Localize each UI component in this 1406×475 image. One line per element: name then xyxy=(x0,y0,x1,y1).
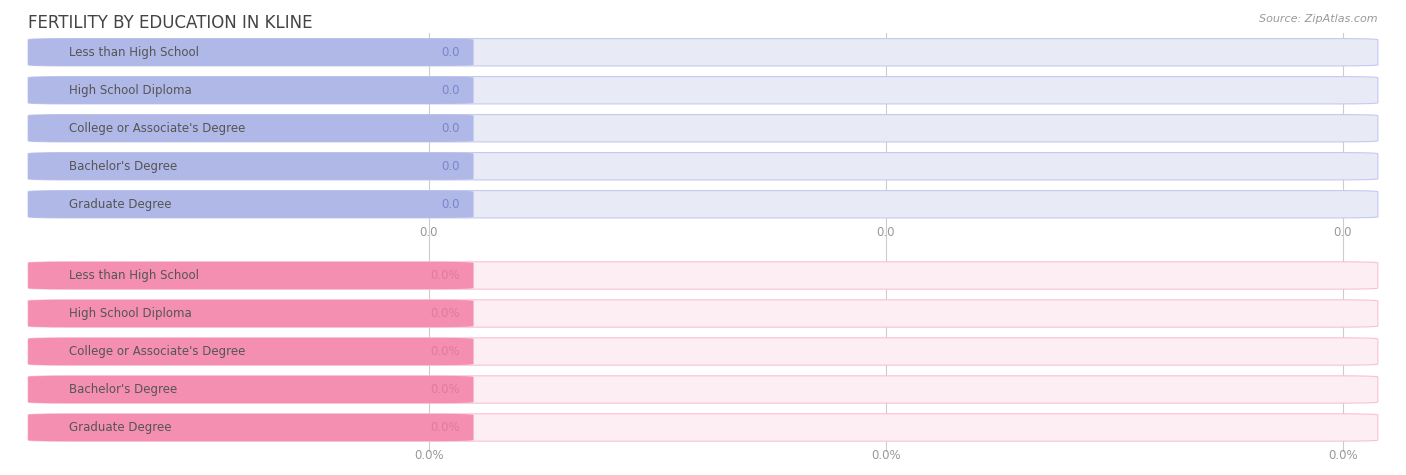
Text: Bachelor's Degree: Bachelor's Degree xyxy=(69,383,177,396)
FancyBboxPatch shape xyxy=(28,76,1378,104)
Text: Less than High School: Less than High School xyxy=(69,46,198,59)
Text: Less than High School: Less than High School xyxy=(69,269,198,282)
Text: 0.0: 0.0 xyxy=(441,160,460,173)
FancyBboxPatch shape xyxy=(28,38,474,66)
Text: 0.0%: 0.0% xyxy=(430,345,460,358)
FancyBboxPatch shape xyxy=(28,76,474,104)
Text: 0.0%: 0.0% xyxy=(430,269,460,282)
Text: High School Diploma: High School Diploma xyxy=(69,307,191,320)
Text: 0.0%: 0.0% xyxy=(430,307,460,320)
FancyBboxPatch shape xyxy=(28,190,1378,218)
FancyBboxPatch shape xyxy=(28,152,1378,180)
Text: Graduate Degree: Graduate Degree xyxy=(69,421,172,434)
Text: 0.0: 0.0 xyxy=(441,198,460,211)
Text: College or Associate's Degree: College or Associate's Degree xyxy=(69,122,245,135)
FancyBboxPatch shape xyxy=(28,114,474,142)
Text: 0.0: 0.0 xyxy=(1333,226,1353,238)
FancyBboxPatch shape xyxy=(28,262,1378,289)
Text: 0.0%: 0.0% xyxy=(430,421,460,434)
FancyBboxPatch shape xyxy=(28,262,474,289)
Text: 0.0%: 0.0% xyxy=(430,383,460,396)
Text: Source: ZipAtlas.com: Source: ZipAtlas.com xyxy=(1260,14,1378,24)
Text: 0.0: 0.0 xyxy=(876,226,896,238)
Text: 0.0%: 0.0% xyxy=(870,449,901,462)
Text: 0.0%: 0.0% xyxy=(1327,449,1358,462)
Text: 0.0%: 0.0% xyxy=(413,449,444,462)
Text: 0.0: 0.0 xyxy=(419,226,439,238)
FancyBboxPatch shape xyxy=(28,338,1378,365)
Text: Graduate Degree: Graduate Degree xyxy=(69,198,172,211)
FancyBboxPatch shape xyxy=(28,152,474,180)
FancyBboxPatch shape xyxy=(28,338,474,365)
Text: Bachelor's Degree: Bachelor's Degree xyxy=(69,160,177,173)
FancyBboxPatch shape xyxy=(28,38,1378,66)
FancyBboxPatch shape xyxy=(28,414,1378,441)
FancyBboxPatch shape xyxy=(28,376,474,403)
Text: 0.0: 0.0 xyxy=(441,46,460,59)
Text: 0.0: 0.0 xyxy=(441,122,460,135)
FancyBboxPatch shape xyxy=(28,190,474,218)
Text: 0.0: 0.0 xyxy=(441,84,460,97)
FancyBboxPatch shape xyxy=(28,114,1378,142)
FancyBboxPatch shape xyxy=(28,300,474,327)
Text: FERTILITY BY EDUCATION IN KLINE: FERTILITY BY EDUCATION IN KLINE xyxy=(28,14,312,32)
Text: High School Diploma: High School Diploma xyxy=(69,84,191,97)
FancyBboxPatch shape xyxy=(28,414,474,441)
FancyBboxPatch shape xyxy=(28,300,1378,327)
FancyBboxPatch shape xyxy=(28,376,1378,403)
Text: College or Associate's Degree: College or Associate's Degree xyxy=(69,345,245,358)
